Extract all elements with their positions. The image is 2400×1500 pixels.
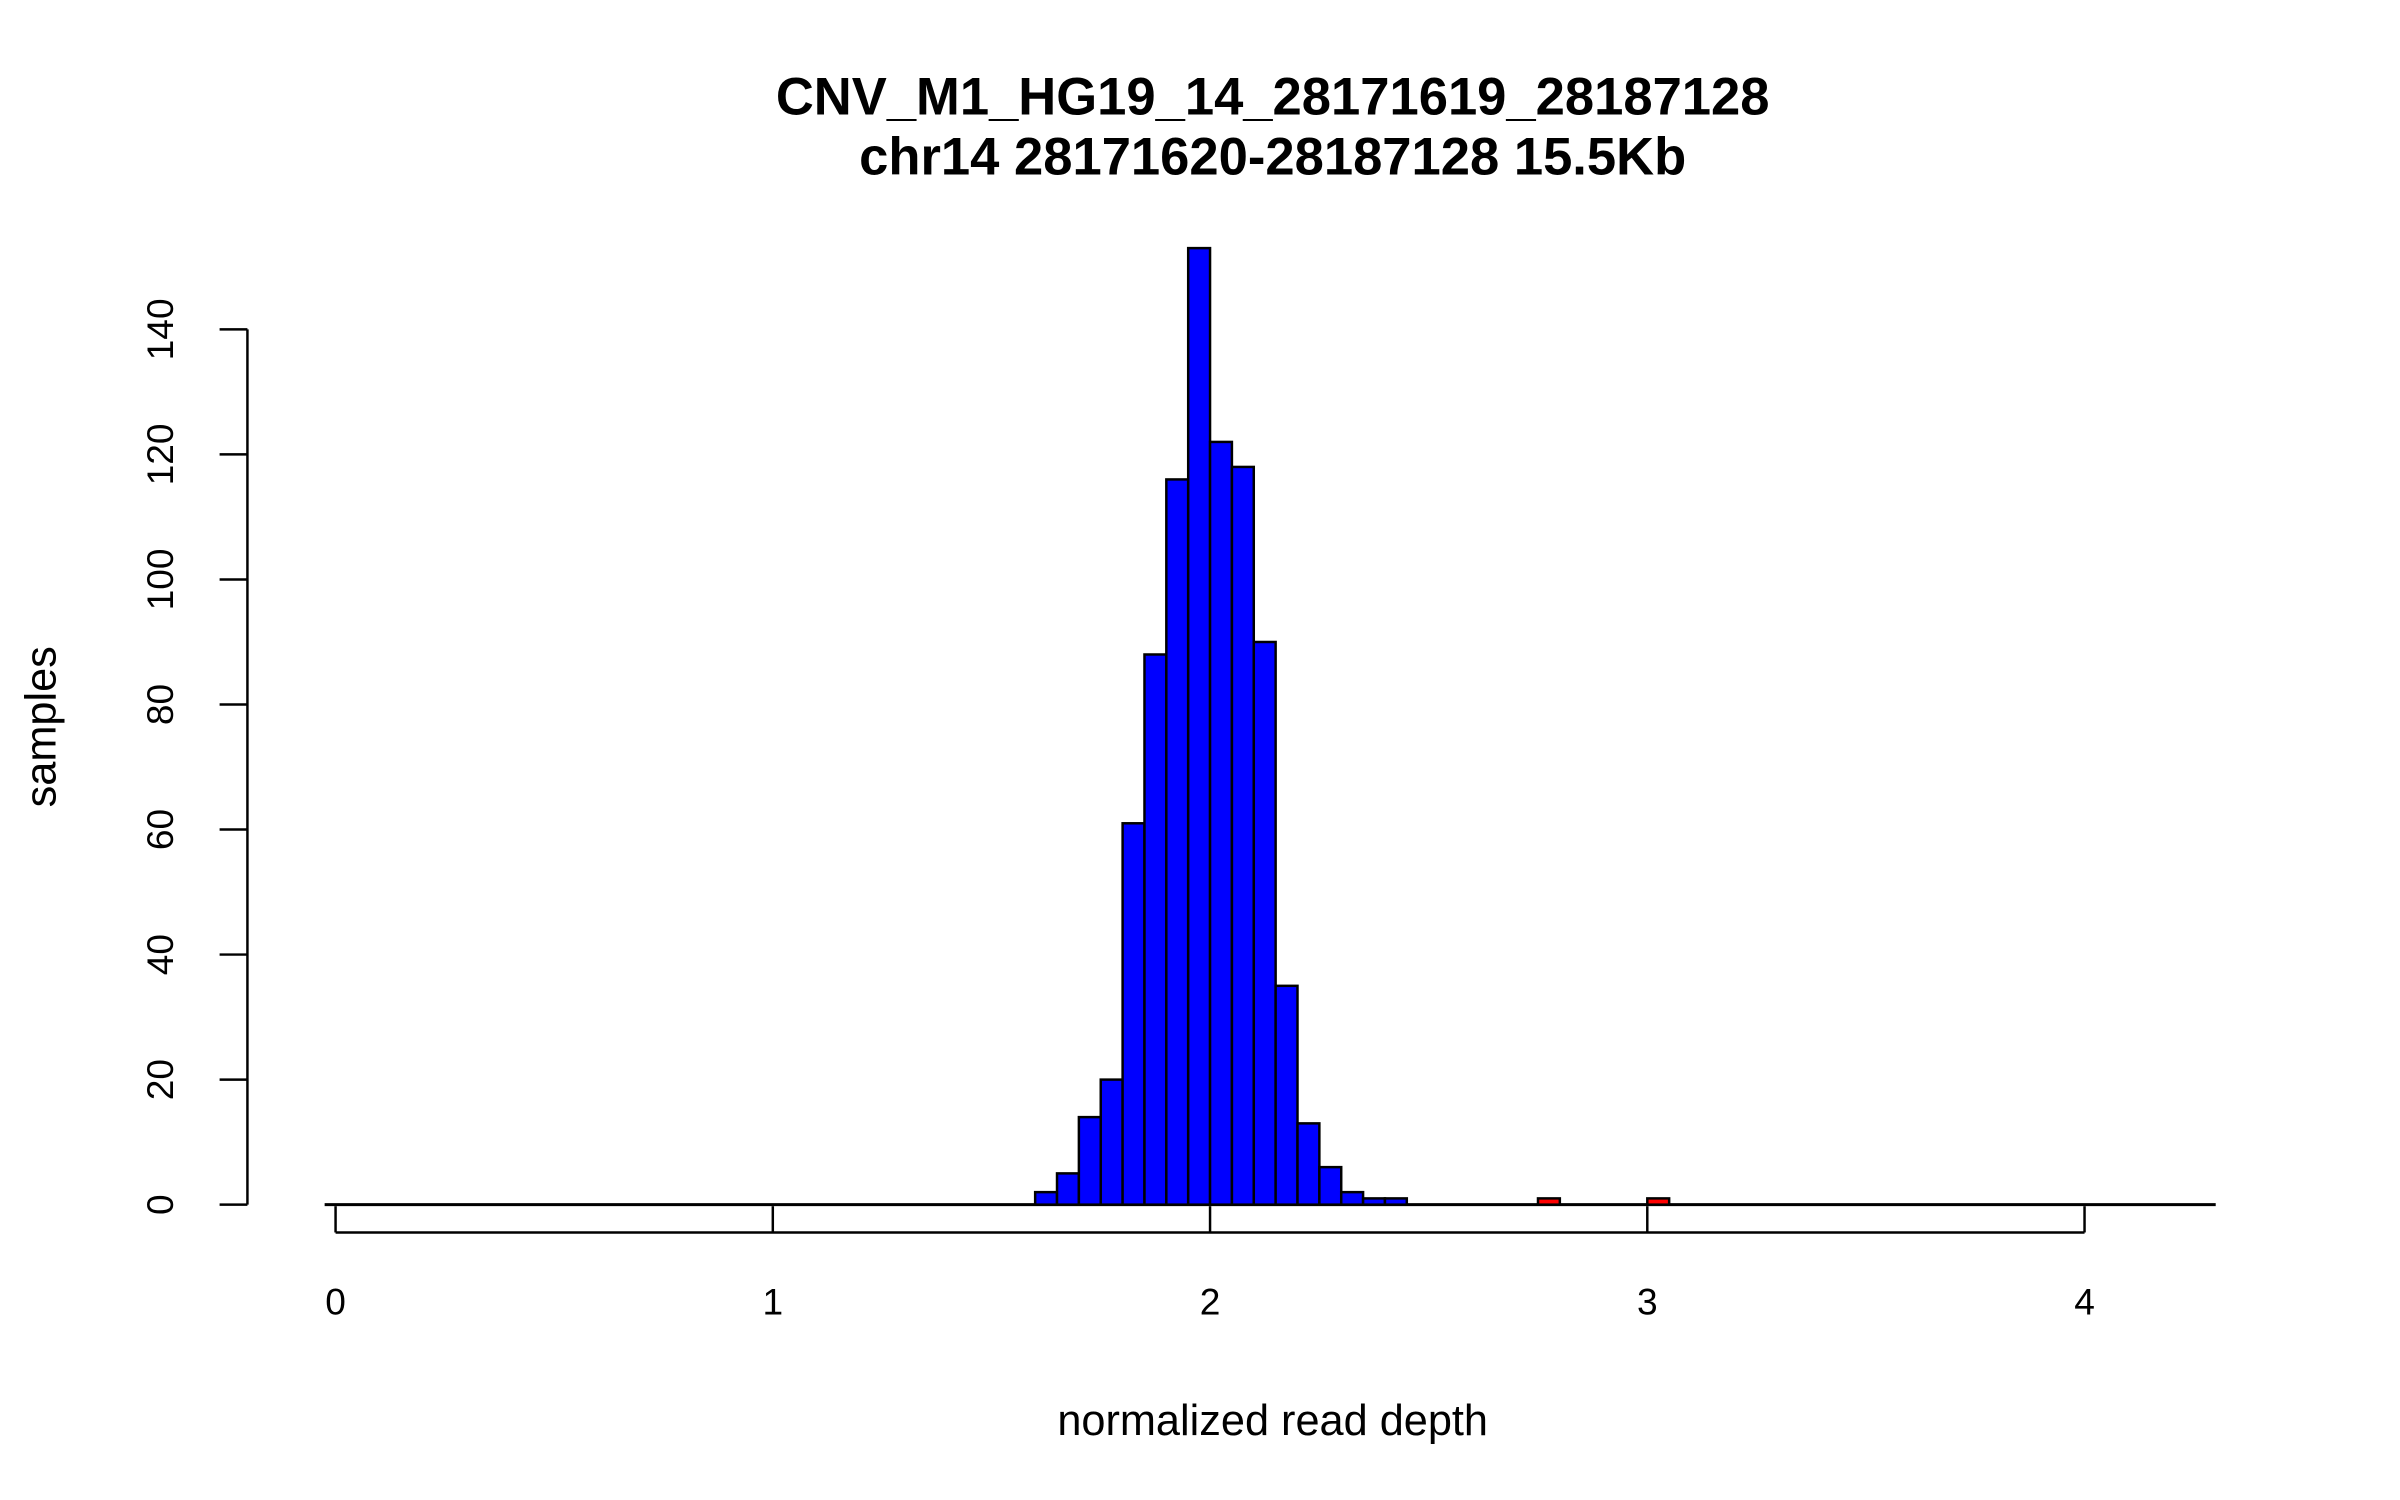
chart-title: CNV_M1_HG19_14_28171619_28187128 xyxy=(776,67,1770,126)
y-tick-label: 100 xyxy=(139,548,181,610)
histogram-bar xyxy=(1646,1197,1671,1206)
y-tick-label: 140 xyxy=(139,298,181,360)
histogram-bar xyxy=(1274,984,1299,1206)
histogram-bar xyxy=(1339,1190,1365,1206)
histogram-bar xyxy=(1296,1122,1321,1206)
x-tick-label: 4 xyxy=(2074,1280,2095,1322)
histogram-bar xyxy=(1208,440,1234,1206)
histogram-bar xyxy=(1252,640,1277,1206)
x-tick-label: 0 xyxy=(325,1280,346,1322)
histogram-bar xyxy=(1143,653,1168,1206)
x-tick-label: 1 xyxy=(762,1280,783,1322)
histogram-bar xyxy=(1536,1197,1562,1206)
y-axis-label: samples xyxy=(18,646,66,807)
histogram-bar xyxy=(1361,1197,1387,1206)
bars xyxy=(324,246,2216,1207)
y-tick-label: 20 xyxy=(139,1059,181,1100)
x-axis-label: normalized read depth xyxy=(1057,1397,1488,1445)
histogram-bar xyxy=(1099,1078,1124,1206)
histogram-bar xyxy=(1121,822,1146,1206)
histogram-bar xyxy=(1055,1172,1081,1206)
histogram-bar xyxy=(1318,1165,1343,1206)
histogram-bar xyxy=(1383,1197,1409,1206)
histogram-bar xyxy=(1186,246,1212,1206)
x-tick-label: 2 xyxy=(1200,1280,1221,1322)
y-tick-label: 0 xyxy=(139,1194,181,1215)
histogram-bar xyxy=(1165,478,1190,1206)
y-tick-label: 120 xyxy=(139,423,181,485)
x-tick-label: 3 xyxy=(1637,1280,1658,1322)
y-tick-label: 80 xyxy=(139,684,181,725)
y-tick-label: 40 xyxy=(139,934,181,975)
chart-subtitle: chr14 28171620-28187128 15.5Kb xyxy=(859,128,1686,187)
histogram-bar xyxy=(1077,1115,1102,1206)
histogram-bar xyxy=(1033,1190,1059,1206)
y-tick-label: 60 xyxy=(139,809,181,850)
histogram-bar xyxy=(1230,465,1256,1206)
